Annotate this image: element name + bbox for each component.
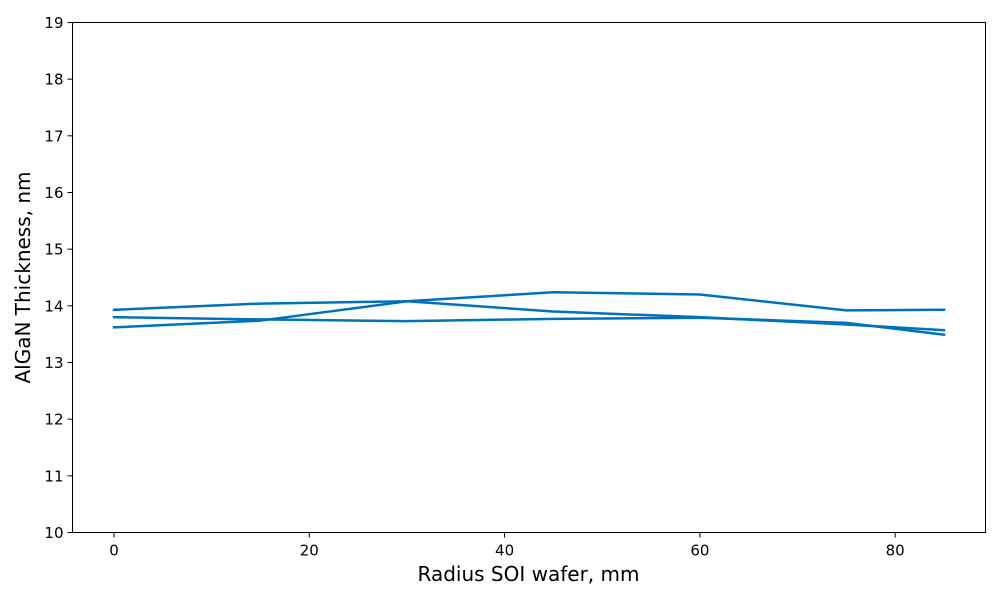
y-tick-label: 17 — [44, 127, 63, 145]
y-axis-label: AlGaN Thickness, nm — [11, 171, 35, 383]
y-tick-label: 10 — [44, 524, 63, 542]
x-tick-label: 80 — [886, 542, 905, 560]
series-line-3 — [112, 315, 946, 337]
x-axis-label: Radius SOI wafer, mm — [418, 562, 640, 586]
y-tick-label: 14 — [44, 297, 63, 315]
x-tick-label: 20 — [300, 542, 319, 560]
y-axis: 10 11 12 13 14 15 16 17 18 19 — [44, 14, 73, 542]
y-tick-label: 19 — [44, 14, 63, 32]
series-layer — [112, 290, 946, 337]
plot-frame — [72, 22, 986, 533]
x-tick-label: 60 — [690, 542, 709, 560]
y-tick-label: 15 — [44, 241, 63, 259]
y-tick-label: 11 — [44, 467, 63, 485]
y-tick-label: 18 — [44, 71, 63, 89]
x-tick-label: 0 — [109, 542, 119, 560]
x-axis: 0 20 40 60 80 — [109, 532, 905, 560]
x-tick-label: 40 — [495, 542, 514, 560]
y-tick-label: 13 — [44, 354, 63, 372]
y-tick-label: 16 — [44, 184, 63, 202]
series-line-1 — [112, 300, 946, 332]
y-tick-label: 12 — [44, 411, 63, 429]
